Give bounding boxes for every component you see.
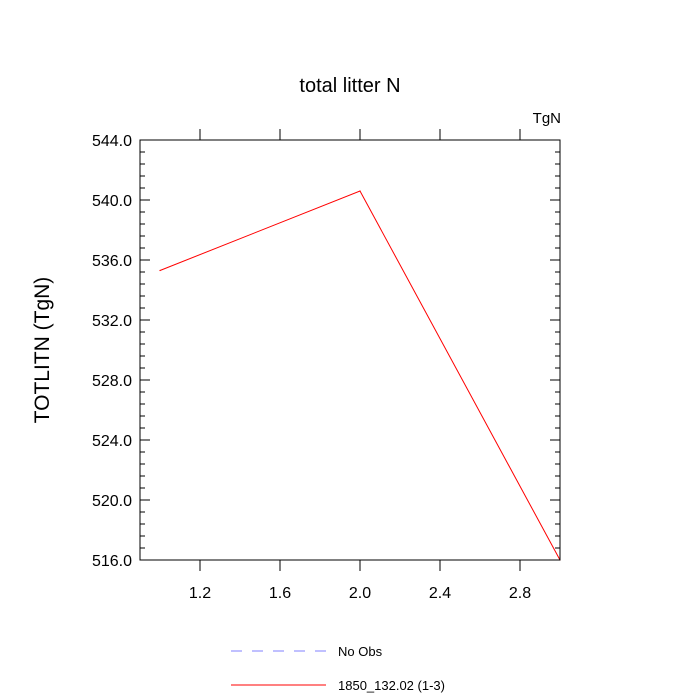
y-tick-label: 532.0	[92, 313, 132, 330]
x-tick-label: 1.6	[269, 585, 291, 602]
x-tick-label: 2.8	[509, 585, 531, 602]
y-tick-label: 540.0	[92, 193, 132, 210]
legend: No Obs 1850_132.02 (1-3)	[231, 644, 445, 693]
data-point	[159, 269, 161, 272]
legend-label-no-obs: No Obs	[338, 644, 383, 659]
axis-ticks	[140, 129, 560, 571]
y-tick-label: 520.0	[92, 493, 132, 510]
units-label: TgN	[533, 110, 561, 127]
legend-label-model: 1850_132.02 (1-3)	[338, 678, 445, 693]
y-axis-label: TOTLITN (TgN)	[31, 277, 54, 424]
y-tick-label: 528.0	[92, 373, 132, 390]
y-tick-label: 516.0	[92, 553, 132, 570]
series-line	[159, 190, 561, 561]
x-tick-labels: 1.2 1.6 2.0 2.4 2.8	[189, 585, 531, 602]
x-tick-label: 1.2	[189, 585, 211, 602]
x-tick-label: 2.0	[349, 585, 371, 602]
series-layer	[159, 190, 561, 561]
y-tick-labels: 516.0 520.0 524.0 528.0 532.0 536.0 540.0 544.0	[92, 133, 132, 570]
y-tick-label: 524.0	[92, 433, 132, 450]
data-point	[359, 190, 361, 192]
chart-title: total litter N	[299, 75, 400, 97]
x-tick-label: 2.4	[429, 585, 451, 602]
y-tick-label: 544.0	[92, 133, 132, 150]
y-tick-label: 536.0	[92, 253, 132, 270]
plot-frame	[139, 139, 561, 561]
